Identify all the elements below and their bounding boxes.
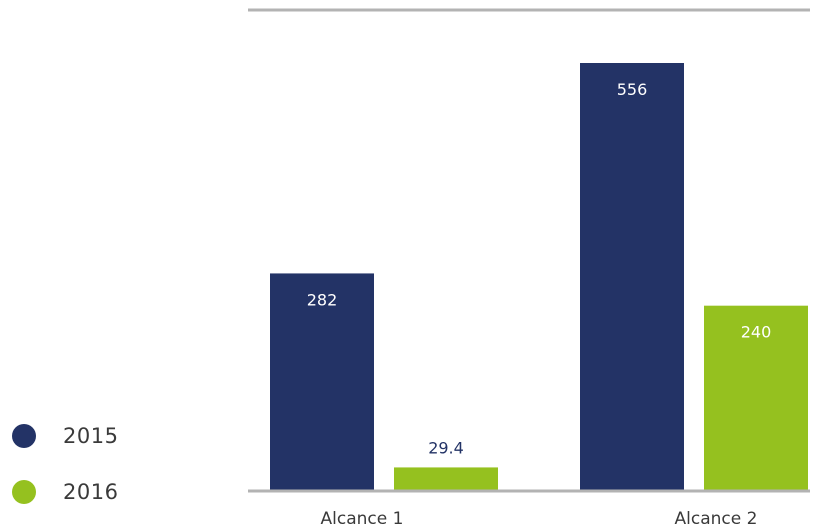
- data-labels-group: 282 29.4 556 240: [307, 80, 772, 457]
- data-label-2016-alcance-1: 29.4: [428, 438, 464, 457]
- x-tick-label: Alcance 2: [675, 509, 758, 527]
- bar-2015-alcance-1: [270, 273, 374, 490]
- legend-item-2015: 2015: [12, 408, 118, 464]
- legend-label: 2016: [63, 480, 119, 504]
- legend-swatch-icon: [12, 424, 36, 448]
- data-label-2015-alcance-1: 282: [307, 290, 338, 309]
- x-tick-label: Alcance 1: [321, 509, 404, 527]
- bar-2016-alcance-1: [394, 467, 498, 490]
- bar-2016-alcance-2: [704, 305, 808, 490]
- legend: 2015 2016: [12, 408, 118, 520]
- legend-item-2016: 2016: [12, 464, 118, 520]
- legend-label: 2015: [63, 424, 119, 448]
- x-tick-labels-group: Alcance 1 Alcance 2: [321, 509, 758, 527]
- bars-group: [270, 63, 808, 490]
- data-label-2015-alcance-2: 556: [617, 80, 648, 99]
- legend-swatch-icon: [12, 480, 36, 504]
- bar-2015-alcance-2: [580, 63, 684, 490]
- data-label-2016-alcance-2: 240: [741, 323, 772, 342]
